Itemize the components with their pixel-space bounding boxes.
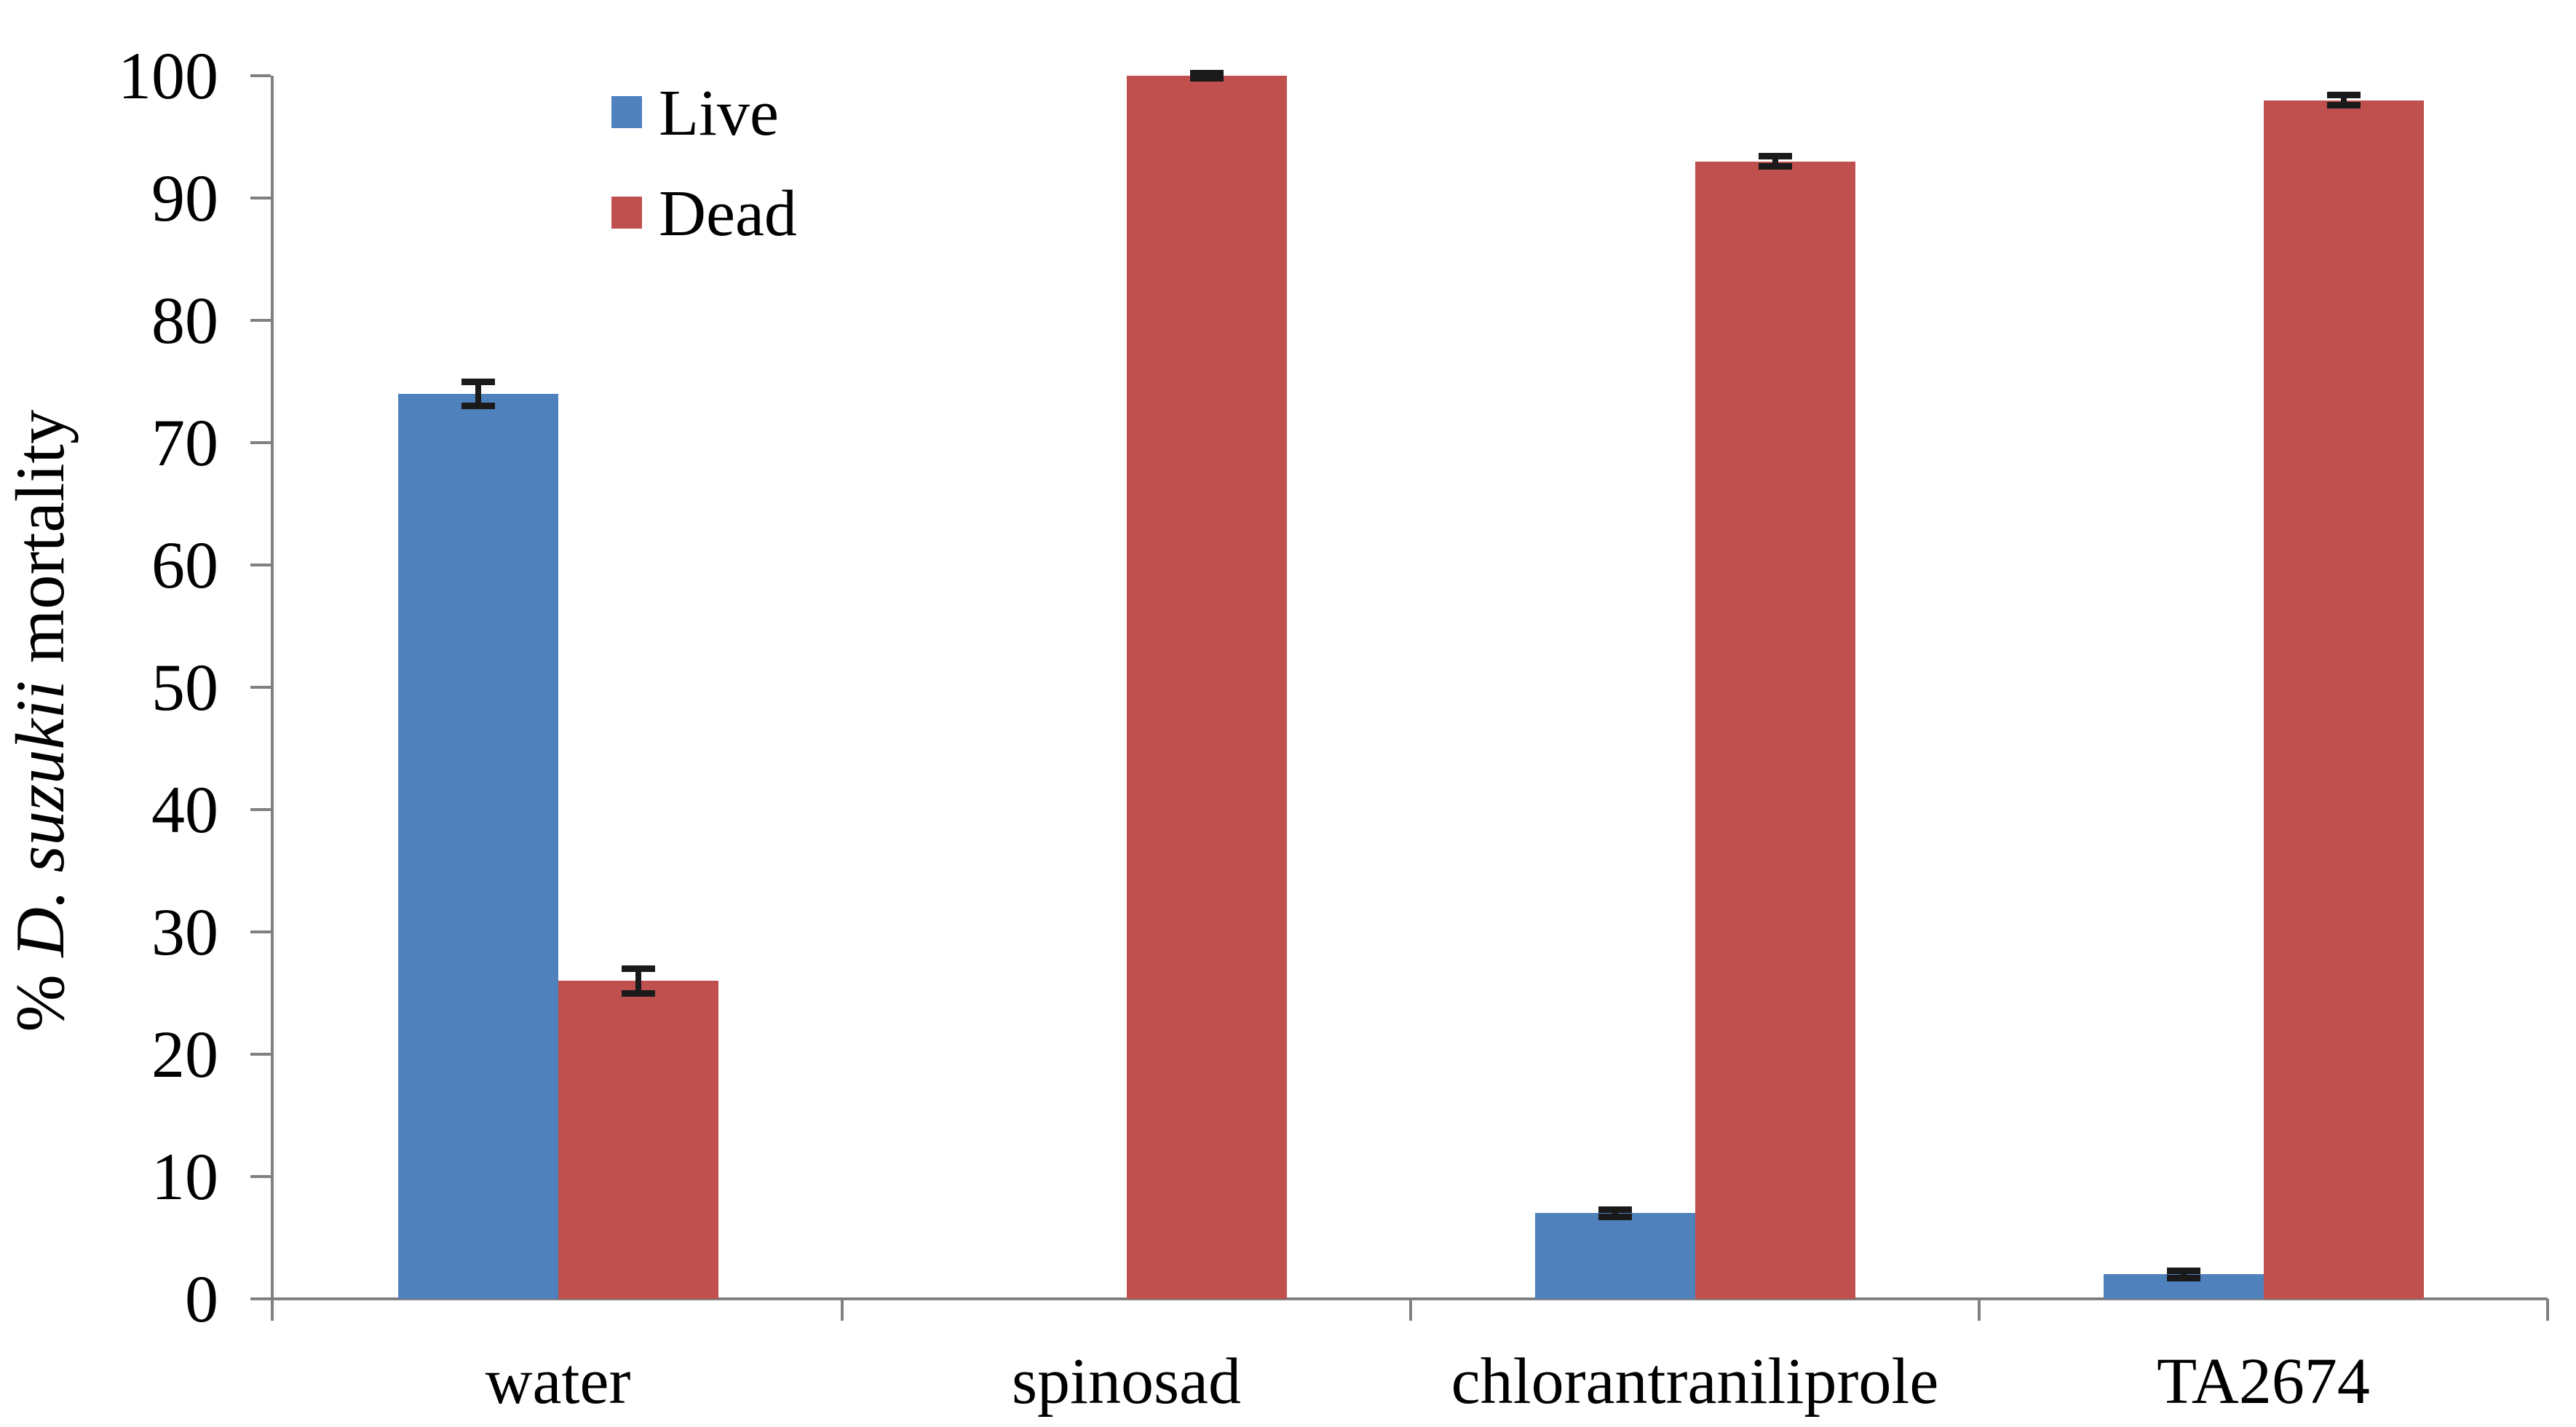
x-category-label: spinosad (1012, 1345, 1241, 1418)
error-bar-live-chlorantraniliprole-cap-bottom (1598, 1213, 1632, 1220)
error-bar-dead-spinosad-cap-top (1189, 70, 1224, 77)
y-tick-label: 10 (151, 1139, 218, 1214)
x-tick-mark (2546, 1299, 2549, 1321)
error-bar-dead-chlorantraniliprole-cap-top (1758, 153, 1792, 160)
y-tick-mark (250, 74, 271, 77)
y-tick-mark (250, 197, 271, 199)
y-tick-label: 20 (151, 1017, 218, 1091)
legend-swatch-dead (611, 197, 642, 229)
bar-live-chlorantraniliprole (1534, 1213, 1695, 1299)
y-tick-mark (250, 686, 271, 689)
error-bar-live-water-line (475, 382, 481, 406)
error-bar-dead-water-cap-top (621, 965, 655, 972)
bar-dead-spinosad (1126, 76, 1287, 1299)
x-tick-mark (1978, 1299, 1981, 1321)
y-tick-label: 90 (151, 161, 218, 235)
error-bar-dead-spinosad-cap-bottom (1189, 74, 1224, 82)
error-bar-live-TA2674-cap-top (2166, 1267, 2200, 1274)
error-bar-live-TA2674-line (2180, 1270, 2187, 1278)
x-category-label: chlorantraniliprole (1451, 1345, 1939, 1418)
y-tick-label: 30 (151, 895, 218, 969)
y-tick-label: 0 (185, 1262, 218, 1336)
legend-label-dead: Dead (659, 178, 797, 250)
legend-swatch-live (611, 96, 642, 128)
y-tick-mark (250, 1175, 271, 1178)
x-tick-mark (1409, 1299, 1412, 1321)
y-tick-label: 40 (151, 772, 218, 847)
y-tick-mark (250, 808, 271, 811)
y-tick-mark (250, 930, 271, 933)
error-bar-dead-water-line (635, 968, 641, 993)
error-bar-live-chlorantraniliprole-cap-top (1598, 1206, 1632, 1213)
y-tick-mark (250, 441, 271, 444)
error-bar-live-water-cap-bottom (461, 403, 495, 410)
y-tick-mark (250, 1297, 271, 1300)
y-tick-mark (250, 1053, 271, 1056)
error-bar-dead-chlorantraniliprole-cap-bottom (1758, 162, 1792, 170)
y-tick-label: 80 (151, 283, 218, 357)
error-bar-live-water-cap-top (461, 378, 495, 385)
x-category-label: water (485, 1345, 631, 1418)
bar-live-water (397, 393, 558, 1299)
error-bar-live-TA2674-cap-bottom (2166, 1274, 2200, 1281)
bar-dead-chlorantraniliprole (1695, 161, 1855, 1299)
legend-label-live: Live (659, 77, 779, 149)
y-tick-label: 60 (151, 528, 218, 602)
y-tick-label: 50 (151, 650, 218, 724)
error-bar-dead-TA2674-cap-top (2326, 92, 2361, 99)
y-tick-label: 100 (118, 39, 218, 113)
error-bar-dead-chlorantraniliprole-line (1772, 156, 1778, 167)
y-tick-mark (250, 564, 271, 566)
error-bar-live-chlorantraniliprole-line (1612, 1209, 1618, 1217)
x-tick-mark (841, 1299, 844, 1321)
error-bar-dead-TA2674-line (2340, 95, 2347, 106)
y-tick-mark (250, 319, 271, 322)
error-bar-dead-TA2674-cap-bottom (2326, 101, 2361, 108)
y-axis-line (271, 76, 274, 1321)
x-category-label: TA2674 (2157, 1345, 2370, 1418)
error-bar-dead-water-cap-bottom (621, 989, 655, 997)
y-tick-label: 70 (151, 406, 218, 480)
bar-dead-water (558, 981, 718, 1299)
bar-dead-TA2674 (2263, 100, 2424, 1299)
